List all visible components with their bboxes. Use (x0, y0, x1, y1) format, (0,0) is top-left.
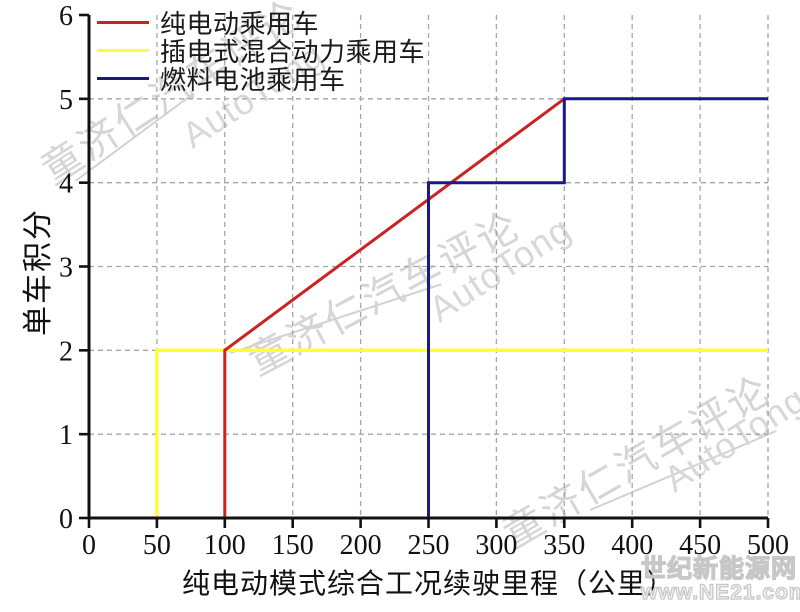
x-tick-label: 0 (82, 530, 96, 561)
y-tick-label: 6 (59, 1, 73, 32)
y-tick-label: 2 (59, 336, 73, 367)
chart-legend: 纯电动乘用车 插电式混合动力乘用车 燃料电池乘用车 (97, 8, 425, 95)
x-tick-label: 300 (475, 530, 517, 561)
legend-line-swatch (97, 48, 149, 52)
site-name: 世纪新能源网 (640, 555, 798, 583)
legend-item-fcv: 燃料电池乘用车 (97, 64, 425, 95)
series-line (427, 97, 768, 518)
y-tick-label: 0 (59, 504, 73, 535)
y-tick-label: 5 (59, 85, 73, 116)
legend-item-bev: 纯电动乘用车 (97, 8, 425, 39)
legend-line-swatch (97, 20, 149, 24)
y-tick-label: 3 (59, 253, 73, 284)
legend-line-swatch (97, 76, 149, 80)
x-tick-label: 450 (679, 530, 721, 561)
x-tick-label: 400 (611, 530, 653, 561)
x-tick-label: 100 (204, 530, 246, 561)
x-tick-label: 250 (408, 530, 450, 561)
y-axis-title: 单车积分 (22, 208, 55, 336)
y-tick-label: 4 (59, 169, 73, 200)
x-tick-label: 50 (143, 530, 171, 561)
site-url: www.NE21.com (640, 581, 800, 604)
legend-label: 纯电动乘用车 (160, 9, 320, 39)
legend-label: 燃料电池乘用车 (160, 65, 346, 95)
y-tick-label: 1 (59, 420, 73, 451)
x-tick-label: 500 (747, 530, 789, 561)
x-tick-label: 350 (543, 530, 585, 561)
x-tick-label: 150 (272, 530, 314, 561)
x-axis-title: 纯电动模式综合工况续驶里程（公里） (181, 569, 675, 600)
legend-item-phev: 插电式混合动力乘用车 (97, 36, 425, 67)
series-line (223, 97, 566, 518)
x-tick-label: 200 (340, 530, 382, 561)
site-watermark: 世纪新能源网 www.NE21.com (640, 555, 800, 604)
series-line (155, 348, 768, 518)
legend-label: 插电式混合动力乘用车 (160, 37, 426, 67)
